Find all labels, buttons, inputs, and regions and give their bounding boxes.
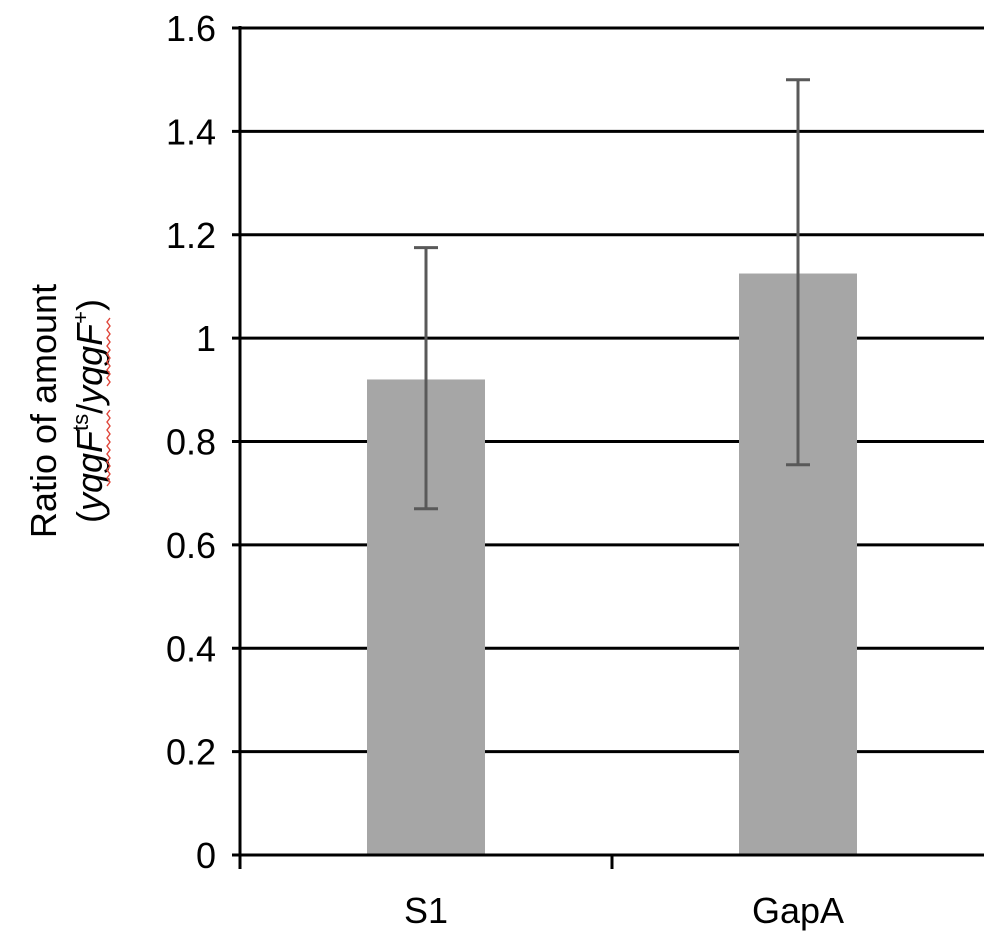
gene-name-2: yqgF [69,322,110,407]
y-axis-title-line1: Ratio of amount [23,284,64,538]
spellcheck-underline-2 [106,409,111,487]
error-bars [414,78,810,511]
y-axis-title-line2: (yqgFts/yqgF+) [68,299,110,523]
y-tick-label: 1.4 [166,111,216,152]
superscript-ts: ts [68,414,93,431]
gene-name-1: yqgF [69,429,110,514]
gridlines [240,26,984,754]
bars [367,273,857,855]
y-tick-label: 1.2 [166,215,216,256]
axes [232,26,984,869]
x-tick-labels: S1 GapA [404,890,844,931]
y-tick-label: 1.6 [166,8,216,49]
y-tick-label: 0.8 [166,422,216,463]
y-tick-label: 0 [196,835,216,876]
superscript-plus: + [68,311,93,324]
x-tick-label: GapA [752,890,844,931]
y-axis-title: Ratio of amount (yqgFts/yqgF+) [23,284,111,538]
y-tick-label: 0.2 [166,732,216,773]
y-tick-labels: 0 0.2 0.4 0.6 0.8 1 1.2 1.4 1.6 [166,8,216,876]
y-tick-label: 0.6 [166,525,216,566]
spellcheck-underline-1 [106,317,111,387]
y-tick-label: 0.4 [166,628,216,669]
x-tick-label: S1 [404,890,448,931]
y-tick-label: 1 [196,318,216,359]
